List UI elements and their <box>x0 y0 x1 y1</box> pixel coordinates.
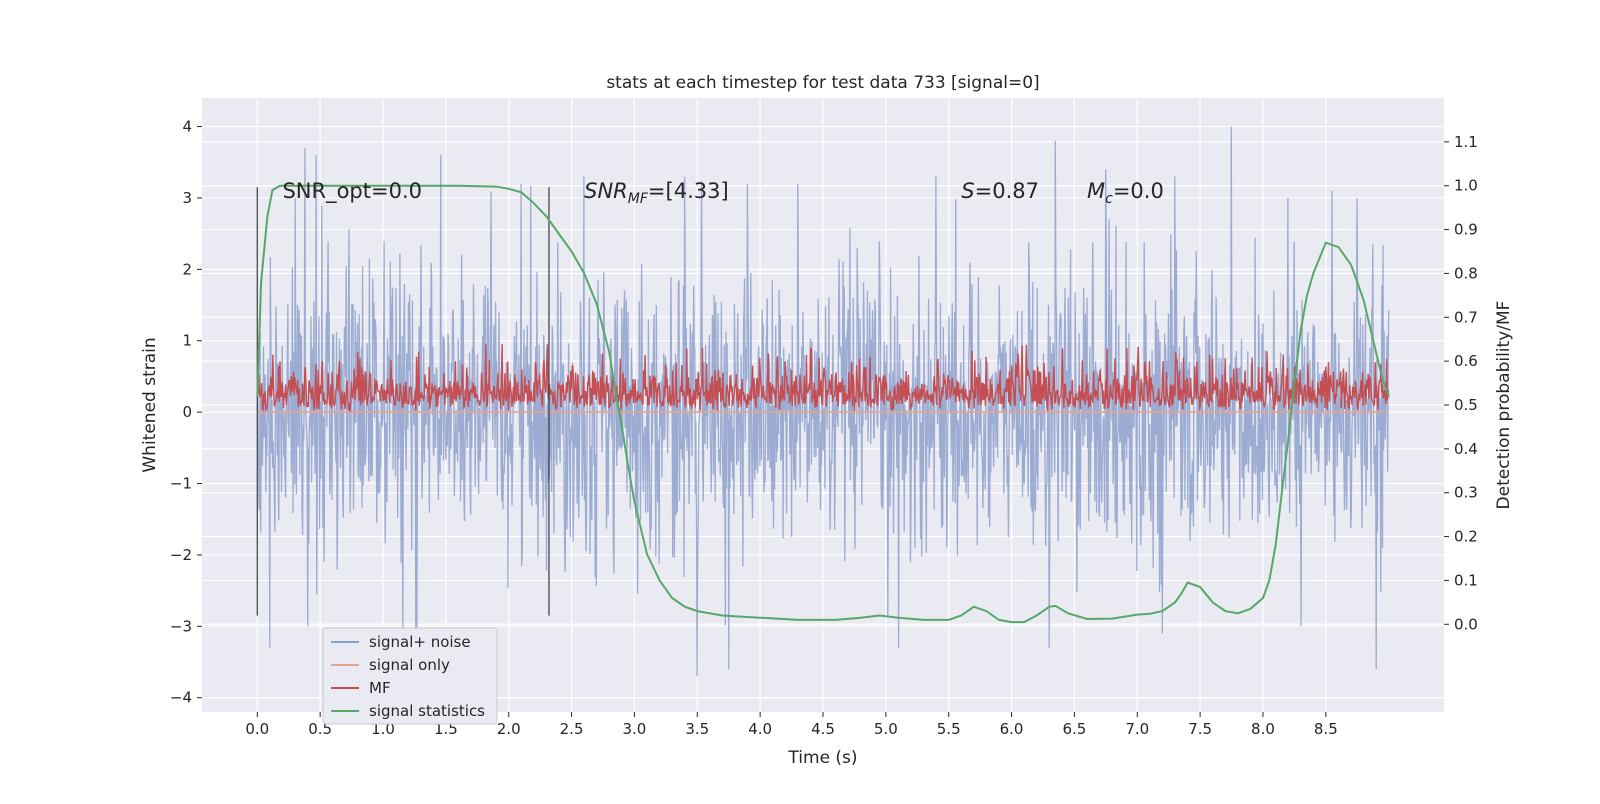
chart-title: stats at each timestep for test data 733… <box>606 73 1039 93</box>
x-tick-label: 4.5 <box>811 720 835 738</box>
y-tick-label: −3 <box>170 617 192 635</box>
annotation-mc-value: =0.0 <box>1113 179 1164 203</box>
x-tick-label: 2.5 <box>560 720 584 738</box>
legend-label: signal only <box>369 656 450 674</box>
y-right-tick-label: 0.6 <box>1454 352 1478 370</box>
annotation-snr-mf-value: =[4.33] <box>648 179 729 203</box>
legend-label: signal statistics <box>369 702 485 720</box>
annotation-snr-opt: SNR_opt=0.0 <box>282 179 422 204</box>
y-right-axis-label: Detection probability/MF <box>1494 301 1514 510</box>
x-tick-label: 3.5 <box>685 720 709 738</box>
y-right-tick-label: 0.5 <box>1454 396 1478 414</box>
y-right-tick-label: 0.8 <box>1454 264 1478 282</box>
annotation-s: S=0.87 <box>961 179 1039 203</box>
y-right-tick-label: 1.0 <box>1454 177 1478 195</box>
y-tick-label: 3 <box>182 189 192 207</box>
line-mf <box>256 344 1390 412</box>
y-right-tick-label: 1.1 <box>1454 133 1478 151</box>
y-tick-label: 4 <box>182 118 192 136</box>
y-right-tick-label: 0.9 <box>1454 221 1478 239</box>
x-tick-label: 7.5 <box>1188 720 1212 738</box>
x-tick-label: 0.0 <box>245 720 269 738</box>
y-tick-label: 2 <box>182 260 192 278</box>
y-tick-label: −4 <box>170 689 192 707</box>
legend-label: MF <box>369 679 391 697</box>
y-axis-label: Whitened strain <box>140 337 160 472</box>
legend-label: signal+ noise <box>369 633 471 651</box>
annotation-snr-mf: SNRMF=[4.33] <box>584 179 729 207</box>
vertical-markers <box>256 187 550 616</box>
y-tick-label: 1 <box>182 332 192 350</box>
axis-labels: stats at each timestep for test data 733… <box>140 73 1514 768</box>
annotation-mc: Mc=0.0 <box>1087 179 1164 207</box>
y-right-tick-label: 0.2 <box>1454 528 1478 546</box>
y-right-tick-label: 0.1 <box>1454 571 1478 589</box>
y-right-tick-label: 0.0 <box>1454 615 1478 633</box>
series-signal-noise <box>256 126 1390 677</box>
line-signal-noise <box>256 126 1390 677</box>
x-tick-label: 5.0 <box>874 720 898 738</box>
x-tick-label: 6.0 <box>1000 720 1024 738</box>
y-tick-label: −2 <box>170 546 192 564</box>
annotation-mc-sub: c <box>1105 191 1113 207</box>
x-tick-label: 8.5 <box>1314 720 1338 738</box>
annotation-snr-mf-sub: MF <box>628 191 649 207</box>
annotation-s-main: S <box>961 179 974 203</box>
legend-box <box>322 627 498 725</box>
y-right-tick-label: 0.4 <box>1454 440 1478 458</box>
y-right-tick-label: 0.3 <box>1454 484 1478 502</box>
x-tick-label: 8.0 <box>1251 720 1275 738</box>
x-tick-label: 5.5 <box>937 720 961 738</box>
x-tick-label: 4.0 <box>748 720 772 738</box>
legend: signal+ noise signal only MF signal statist… <box>322 627 498 725</box>
line-signal-statistics <box>256 184 1390 624</box>
series-mf <box>256 344 1390 412</box>
annotation-snr-mf-main: SNR <box>584 179 628 203</box>
y-tick-label: −1 <box>170 475 192 493</box>
x-tick-label: 7.0 <box>1125 720 1149 738</box>
x-tick-label: 2.0 <box>497 720 521 738</box>
x-axis-label: Time (s) <box>787 748 857 768</box>
axis-ticks: 0.0 0.5 1.0 1.5 2.0 2.5 3.0 3.5 4.0 4.5 5.0 5.5 6.0 6… <box>170 118 1478 738</box>
y-tick-label: 0 <box>182 403 192 421</box>
annotations: SNR_opt=0.0 SNRMF=[4.33] S=0.87 Mc=0.0 <box>282 179 1163 207</box>
x-tick-label: 6.5 <box>1062 720 1086 738</box>
series-signal-statistics <box>256 184 1390 624</box>
x-tick-label: 3.0 <box>623 720 647 738</box>
annotation-s-value: =0.87 <box>975 179 1039 203</box>
annotation-mc-main: M <box>1087 179 1105 203</box>
y-right-tick-label: 0.7 <box>1454 308 1478 326</box>
